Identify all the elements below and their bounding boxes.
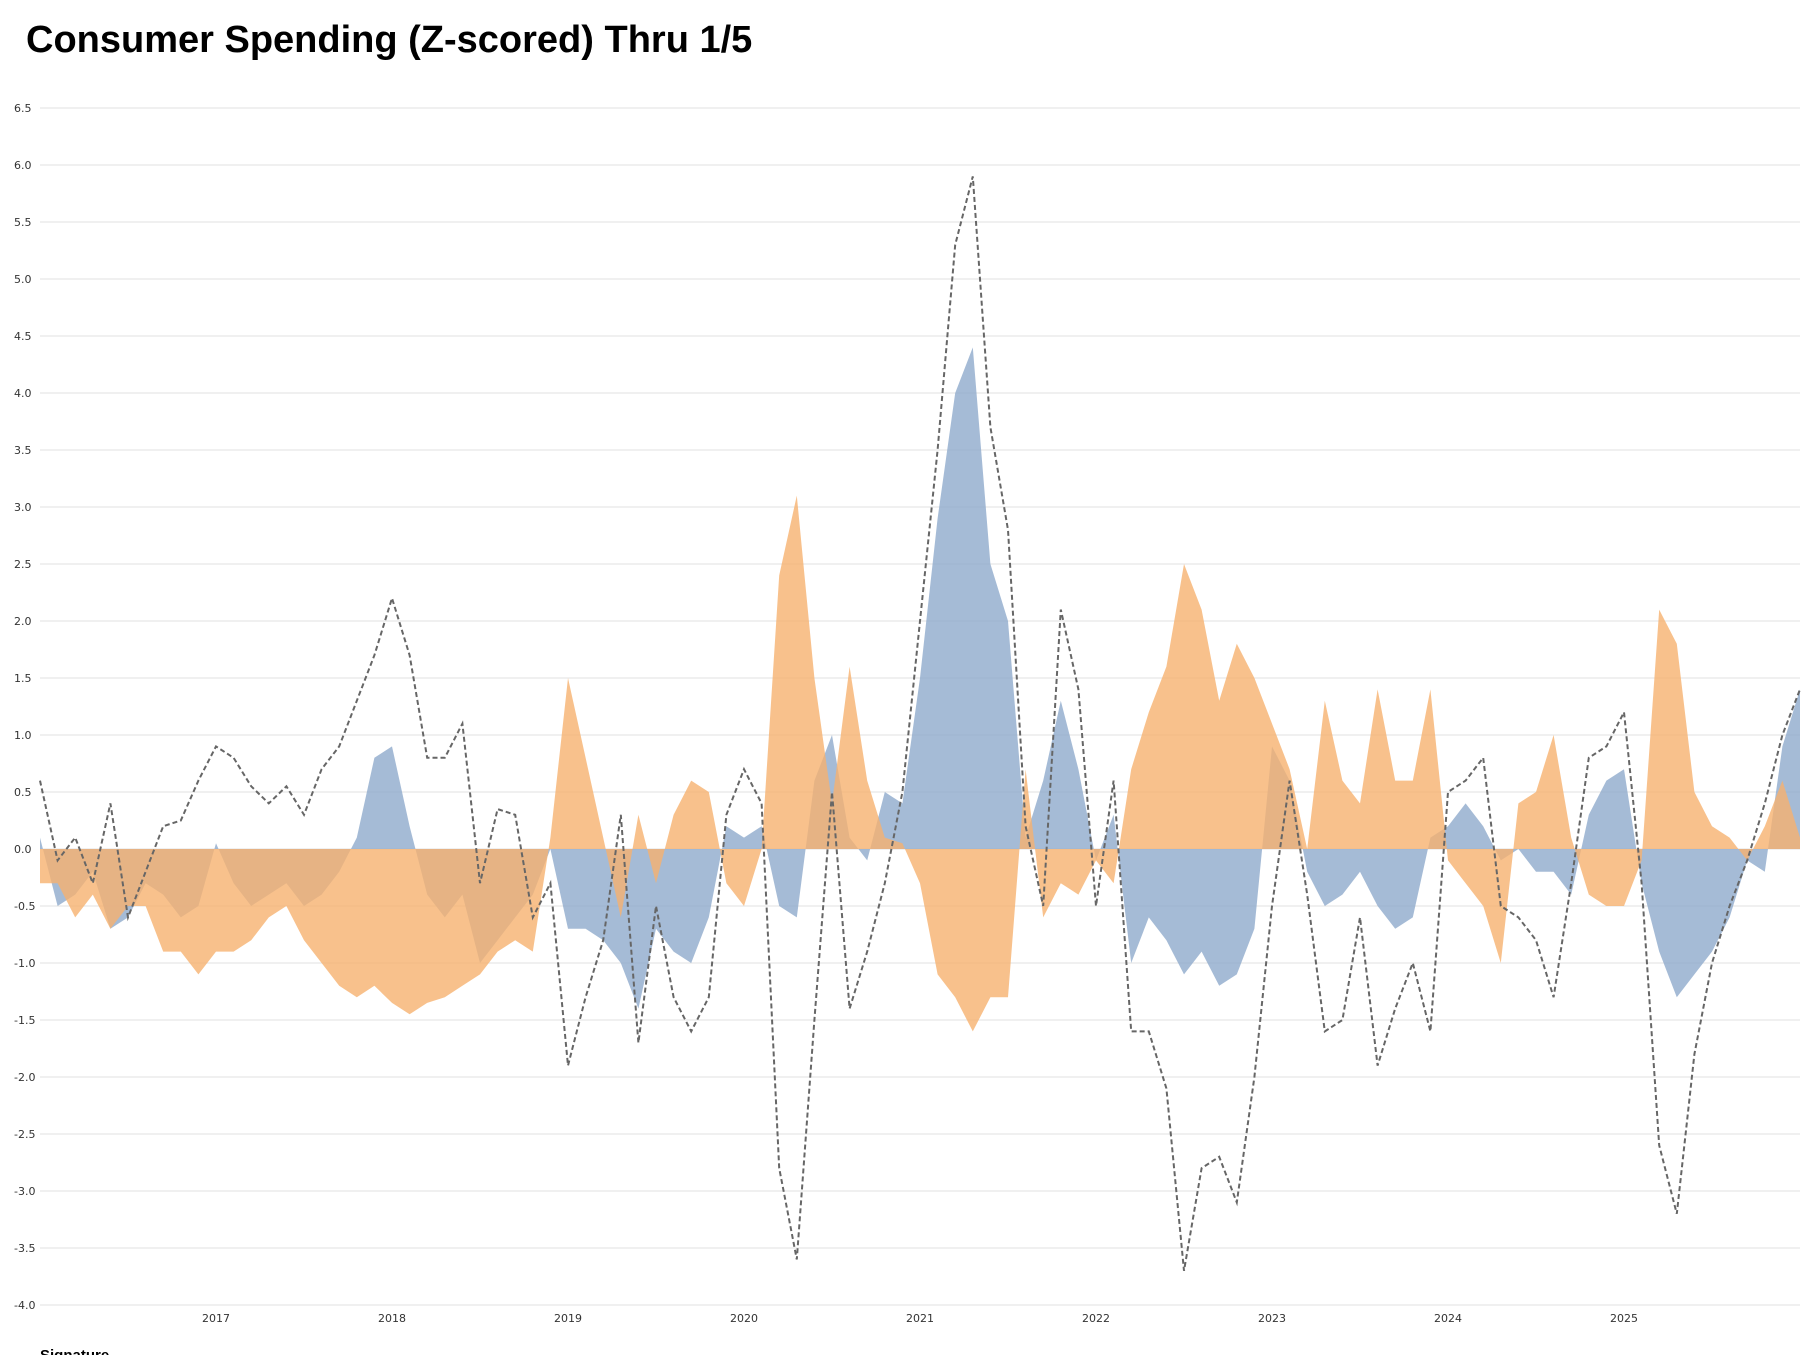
- y-tick-label: 3.5: [14, 444, 32, 457]
- y-tick-label: 5.0: [14, 273, 32, 286]
- y-tick-label: 1.5: [14, 672, 32, 685]
- x-tick-label: 2024: [1434, 1312, 1462, 1325]
- y-tick-label: -0.5: [14, 900, 35, 913]
- y-tick-label: 6.0: [14, 159, 32, 172]
- y-tick-label: 0.5: [14, 786, 32, 799]
- y-tick-label: 1.0: [14, 729, 32, 742]
- y-tick-label: 2.5: [14, 558, 32, 571]
- y-tick-label: -3.5: [14, 1242, 35, 1255]
- x-tick-label: 2021: [906, 1312, 934, 1325]
- x-tick-label: 2017: [202, 1312, 230, 1325]
- y-tick-label: 3.0: [14, 501, 32, 514]
- x-tick-label: 2019: [554, 1312, 582, 1325]
- y-tick-label: -3.0: [14, 1185, 35, 1198]
- y-tick-label: 6.5: [14, 102, 32, 115]
- area: [40, 495, 1800, 1032]
- y-tick-label: 4.0: [14, 387, 32, 400]
- source: Signature: [40, 1347, 109, 1355]
- x-tick-label: 2022: [1082, 1312, 1110, 1325]
- y-tick-label: -1.0: [14, 957, 35, 970]
- line: [39, 176, 1801, 1271]
- y-tick-label: 5.5: [14, 216, 32, 229]
- y-tick-label: -2.5: [14, 1128, 35, 1141]
- y-tick-label: -2.0: [14, 1071, 35, 1084]
- x-tick-label: 2025: [1610, 1312, 1638, 1325]
- y-tick-label: 2.0: [14, 615, 32, 628]
- x-tick-label: 2018: [378, 1312, 406, 1325]
- x-tick-label: 2020: [730, 1312, 758, 1325]
- y-tick-label: 0.0: [14, 843, 32, 856]
- y-tick-label: 4.5: [14, 330, 32, 343]
- x-tick-label: 2023: [1258, 1312, 1286, 1325]
- area: [40, 347, 1800, 1009]
- y-tick-label: -4.0: [14, 1299, 35, 1312]
- chart-title: Consumer Spending (Z-scored) Thru 1/5: [26, 19, 752, 61]
- y-tick-label: -1.5: [14, 1014, 35, 1027]
